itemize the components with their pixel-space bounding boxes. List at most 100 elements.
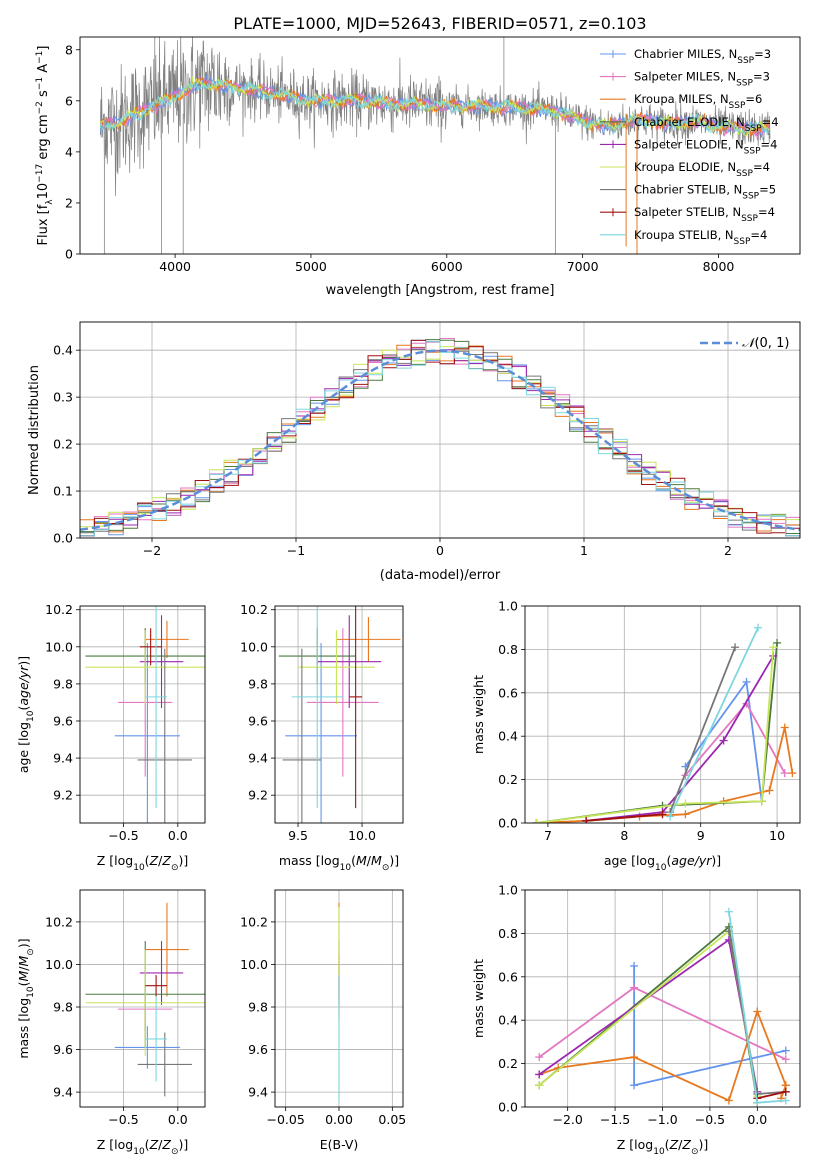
label-part: =4 <box>753 160 770 174</box>
label-part: Salpeter MILES, N <box>634 70 736 84</box>
y-tick-label: 9.8 <box>53 1000 73 1015</box>
legend-label-chabrier_miles: Chabrier MILES, NSSP=3 <box>634 47 771 66</box>
x-tick-label: 7000 <box>567 259 599 274</box>
y-axis-label-group: Flux [fλ10−17 erg cm−2 s−1 A−1] <box>35 46 55 246</box>
x-tick-label: 5000 <box>295 259 327 274</box>
weight-line-kroupa_elodie <box>538 929 759 1097</box>
x-axis-label: E(B-V) <box>320 1137 359 1152</box>
label-part: age/yr <box>671 853 712 868</box>
y-tick-label: 10.2 <box>240 914 268 929</box>
label-part: / <box>367 853 372 868</box>
label-part: SSP <box>742 192 759 202</box>
plot-area <box>85 606 205 823</box>
y-tick-label: 1.0 <box>498 883 518 898</box>
x-tick-label: 0.05 <box>378 1112 406 1127</box>
y-tick-label: 10.2 <box>240 602 268 617</box>
y-tick-label: 9.2 <box>53 788 73 803</box>
x-tick-label: 1 <box>580 543 588 558</box>
age-vs-metallicity-panel: −0.5 0.09.29.49.69.810.010.2Z [log10(Z/Z⊙… <box>16 602 206 873</box>
x-tick-label: 10 <box>769 828 785 843</box>
x-tick-label: −2.0 <box>552 1112 582 1127</box>
label-part: / <box>678 1137 683 1152</box>
label-part: ( <box>16 982 31 987</box>
y-axis-label: mass [log10(M/M⊙)] <box>16 938 36 1058</box>
y-tick-label: 9.4 <box>248 1085 268 1100</box>
label-part: Kroupa ELODIE, N <box>634 160 736 174</box>
label-part: age [log <box>16 722 31 773</box>
label-part: )] <box>711 853 721 868</box>
legend-label-chabrier_stelib: Chabrier STELIB, NSSP=5 <box>634 183 776 202</box>
label-part: Z <box>149 853 159 868</box>
label-part: −17 <box>35 164 45 183</box>
label-part: =5 <box>759 183 776 197</box>
y-tick-label: 9.2 <box>248 788 268 803</box>
label-part: ( <box>665 1137 670 1152</box>
weight-line-chabrier_elodie <box>536 642 778 823</box>
label-part: Z <box>681 1137 691 1152</box>
label-part: ⊙ <box>171 863 179 873</box>
y-axis-label: mass weight <box>471 959 486 1038</box>
y-tick-label: 9.8 <box>53 676 73 691</box>
label-part: ( <box>351 853 356 868</box>
weight-line-kroupa_stelib <box>669 627 759 817</box>
plot-area <box>535 907 790 1107</box>
y-tick-label: 9.6 <box>53 1042 73 1057</box>
plot-area <box>85 902 205 1097</box>
weight-line-salpeter_elodie <box>585 655 775 822</box>
legend-label-salpeter_miles: Salpeter MILES, NSSP=3 <box>634 70 770 89</box>
weight-line-salpeter_stelib <box>757 1090 787 1100</box>
label-part: s <box>36 90 51 101</box>
label-part: 10 <box>36 183 51 200</box>
x-tick-label: 0.0 <box>168 828 188 843</box>
y-tick-label: 9.6 <box>53 713 73 728</box>
label-part: ⊙ <box>26 948 36 956</box>
legend-label-normal: 𝒩(0, 1) <box>742 336 789 351</box>
x-axis-label: wavelength [Angstrom, rest frame] <box>326 283 555 298</box>
label-part: SSP <box>744 146 761 156</box>
label-part: erg cm <box>36 114 51 163</box>
y-tick-label: 0.1 <box>53 484 73 499</box>
axes-frame <box>274 889 404 1108</box>
y-tick-label: 0.4 <box>53 343 73 358</box>
y-tick-label: 0.0 <box>498 816 518 831</box>
y-axis-label-group: age [log10(age/yr)] <box>16 656 36 773</box>
label-part: M <box>356 853 367 868</box>
axes-frame <box>79 36 801 255</box>
label-part: =4 <box>758 205 775 219</box>
label-part: =3 <box>753 70 770 84</box>
label-part: SSP <box>745 124 762 134</box>
y-tick-label: 0.8 <box>498 926 518 941</box>
y-tick-label: 0.4 <box>498 729 518 744</box>
weight-line-kroupa_miles <box>538 1008 787 1102</box>
y-tick-label: 0.6 <box>498 969 518 984</box>
plot-area <box>532 623 797 823</box>
label-part: E(B-V) <box>320 1137 359 1152</box>
y-tick-label: 10.0 <box>240 639 268 654</box>
y-tick-label: 2 <box>65 195 73 210</box>
y-axis-label: Flux [fλ10−17 erg cm−2 s−1 A−1] <box>35 46 55 246</box>
x-axis-label: Z [log10(Z/Z⊙)] <box>617 1137 709 1157</box>
y-tick-label: 0.8 <box>498 642 518 657</box>
mass-vs-metallicity-panel: −0.5 0.09.49.69.810.010.2Z [log10(Z/Z⊙)]m… <box>16 889 206 1157</box>
label-part: 10 <box>133 863 145 873</box>
label-part: SSP <box>736 79 753 89</box>
x-tick-label: 6000 <box>431 259 463 274</box>
x-tick-label: 7 <box>544 828 552 843</box>
x-axis-label: Z [log10(Z/Z⊙)] <box>97 1137 189 1157</box>
label-part: M <box>16 971 31 982</box>
label-part: ( <box>145 1137 150 1152</box>
model-spectrum <box>99 78 770 136</box>
y-tick-label: 0.6 <box>498 685 518 700</box>
label-part: Z [log <box>97 1137 133 1152</box>
label-part: SSP <box>736 169 753 179</box>
axes-frame <box>524 889 801 1108</box>
label-part: / <box>158 1137 163 1152</box>
y-tick-label: 9.4 <box>248 751 268 766</box>
label-part: SSP <box>729 101 746 111</box>
spectrum-panel: 4000 5000 6000 7000 8000 0 2 4 6 8 wavelength [Ang… <box>35 36 801 298</box>
residual-histogram-panel: −2 −1 0 1 2 0.0 0.1 0.2 0.3 0.4 𝒩(0, 1) (data-model… <box>27 321 801 583</box>
label-part: Z [log <box>617 1137 653 1152</box>
label-part: λ <box>45 199 55 205</box>
label-part: Chabrier MILES, N <box>634 47 737 61</box>
label-part: Salpeter STELIB, N <box>634 205 741 219</box>
